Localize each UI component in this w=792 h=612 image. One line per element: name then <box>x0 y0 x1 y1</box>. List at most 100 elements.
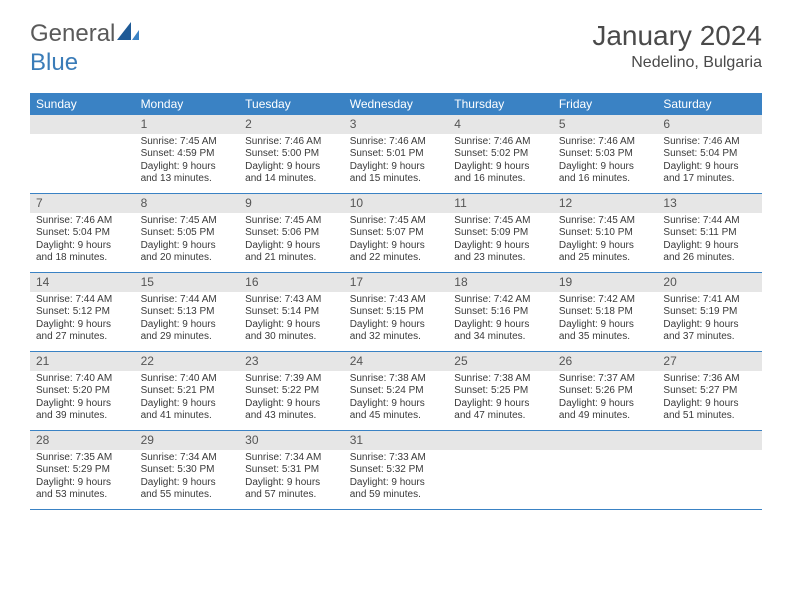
day-number: 17 <box>344 273 449 292</box>
day-body: Sunrise: 7:46 AMSunset: 5:04 PMDaylight:… <box>30 213 135 269</box>
sunrise-line: Sunrise: 7:34 AM <box>245 452 338 465</box>
day-cell: 31Sunrise: 7:33 AMSunset: 5:32 PMDayligh… <box>344 431 449 509</box>
day-body: Sunrise: 7:46 AMSunset: 5:00 PMDaylight:… <box>239 134 344 190</box>
day-number: 20 <box>657 273 762 292</box>
daylight-line2: and 22 minutes. <box>350 252 443 265</box>
daylight-line1: Daylight: 9 hours <box>559 240 652 253</box>
daylight-line2: and 18 minutes. <box>36 252 129 265</box>
day-cell: 7Sunrise: 7:46 AMSunset: 5:04 PMDaylight… <box>30 194 135 272</box>
logo-text: GeneralBlue <box>30 20 139 77</box>
daylight-line1: Daylight: 9 hours <box>245 319 338 332</box>
sunset-line: Sunset: 5:26 PM <box>559 385 652 398</box>
day-number: 9 <box>239 194 344 213</box>
day-number: 31 <box>344 431 449 450</box>
day-number: 25 <box>448 352 553 371</box>
day-number: 18 <box>448 273 553 292</box>
title-block: January 2024 Nedelino, Bulgaria <box>592 20 762 72</box>
sunrise-line: Sunrise: 7:40 AM <box>36 373 129 386</box>
daylight-line2: and 41 minutes. <box>141 410 234 423</box>
week-row: 7Sunrise: 7:46 AMSunset: 5:04 PMDaylight… <box>30 194 762 273</box>
daylight-line2: and 59 minutes. <box>350 489 443 502</box>
day-number: 22 <box>135 352 240 371</box>
day-body: Sunrise: 7:46 AMSunset: 5:03 PMDaylight:… <box>553 134 658 190</box>
daylight-line1: Daylight: 9 hours <box>36 240 129 253</box>
daylight-line1: Daylight: 9 hours <box>350 240 443 253</box>
daylight-line1: Daylight: 9 hours <box>350 319 443 332</box>
sunrise-line: Sunrise: 7:45 AM <box>454 215 547 228</box>
day-cell: 20Sunrise: 7:41 AMSunset: 5:19 PMDayligh… <box>657 273 762 351</box>
sunset-line: Sunset: 5:21 PM <box>141 385 234 398</box>
daylight-line2: and 16 minutes. <box>559 173 652 186</box>
day-number <box>657 431 762 450</box>
day-cell: 12Sunrise: 7:45 AMSunset: 5:10 PMDayligh… <box>553 194 658 272</box>
daylight-line2: and 25 minutes. <box>559 252 652 265</box>
location: Nedelino, Bulgaria <box>592 54 762 72</box>
sunrise-line: Sunrise: 7:36 AM <box>663 373 756 386</box>
sunset-line: Sunset: 5:12 PM <box>36 306 129 319</box>
day-cell: 18Sunrise: 7:42 AMSunset: 5:16 PMDayligh… <box>448 273 553 351</box>
sunrise-line: Sunrise: 7:39 AM <box>245 373 338 386</box>
sunrise-line: Sunrise: 7:44 AM <box>663 215 756 228</box>
sunset-line: Sunset: 5:02 PM <box>454 148 547 161</box>
dow-cell: Wednesday <box>344 93 449 115</box>
day-number: 5 <box>553 115 658 134</box>
logo-word2: Blue <box>30 49 78 76</box>
day-body: Sunrise: 7:41 AMSunset: 5:19 PMDaylight:… <box>657 292 762 348</box>
day-body: Sunrise: 7:38 AMSunset: 5:24 PMDaylight:… <box>344 371 449 427</box>
day-cell: 22Sunrise: 7:40 AMSunset: 5:21 PMDayligh… <box>135 352 240 430</box>
sunrise-line: Sunrise: 7:45 AM <box>559 215 652 228</box>
daylight-line2: and 30 minutes. <box>245 331 338 344</box>
day-cell: 8Sunrise: 7:45 AMSunset: 5:05 PMDaylight… <box>135 194 240 272</box>
daylight-line1: Daylight: 9 hours <box>663 398 756 411</box>
day-body: Sunrise: 7:45 AMSunset: 5:05 PMDaylight:… <box>135 213 240 269</box>
day-cell: 30Sunrise: 7:34 AMSunset: 5:31 PMDayligh… <box>239 431 344 509</box>
sunrise-line: Sunrise: 7:46 AM <box>454 136 547 149</box>
sunrise-line: Sunrise: 7:34 AM <box>141 452 234 465</box>
logo-word1: General <box>30 20 115 47</box>
sunset-line: Sunset: 5:32 PM <box>350 464 443 477</box>
day-number: 2 <box>239 115 344 134</box>
week-row: 21Sunrise: 7:40 AMSunset: 5:20 PMDayligh… <box>30 352 762 431</box>
daylight-line2: and 53 minutes. <box>36 489 129 502</box>
day-body: Sunrise: 7:43 AMSunset: 5:15 PMDaylight:… <box>344 292 449 348</box>
daylight-line2: and 26 minutes. <box>663 252 756 265</box>
day-number: 10 <box>344 194 449 213</box>
daylight-line1: Daylight: 9 hours <box>36 398 129 411</box>
day-cell: 21Sunrise: 7:40 AMSunset: 5:20 PMDayligh… <box>30 352 135 430</box>
day-body: Sunrise: 7:34 AMSunset: 5:31 PMDaylight:… <box>239 450 344 506</box>
daylight-line2: and 21 minutes. <box>245 252 338 265</box>
sunrise-line: Sunrise: 7:46 AM <box>245 136 338 149</box>
sunset-line: Sunset: 5:27 PM <box>663 385 756 398</box>
sunrise-line: Sunrise: 7:33 AM <box>350 452 443 465</box>
daylight-line2: and 32 minutes. <box>350 331 443 344</box>
day-cell: 23Sunrise: 7:39 AMSunset: 5:22 PMDayligh… <box>239 352 344 430</box>
daylight-line1: Daylight: 9 hours <box>141 398 234 411</box>
daylight-line1: Daylight: 9 hours <box>454 240 547 253</box>
calendar: SundayMondayTuesdayWednesdayThursdayFrid… <box>30 93 762 510</box>
day-cell: 2Sunrise: 7:46 AMSunset: 5:00 PMDaylight… <box>239 115 344 193</box>
sunset-line: Sunset: 5:29 PM <box>36 464 129 477</box>
sunrise-line: Sunrise: 7:45 AM <box>141 215 234 228</box>
day-body: Sunrise: 7:46 AMSunset: 5:01 PMDaylight:… <box>344 134 449 190</box>
daylight-line2: and 57 minutes. <box>245 489 338 502</box>
dow-row: SundayMondayTuesdayWednesdayThursdayFrid… <box>30 93 762 115</box>
day-cell: 3Sunrise: 7:46 AMSunset: 5:01 PMDaylight… <box>344 115 449 193</box>
sunrise-line: Sunrise: 7:42 AM <box>454 294 547 307</box>
day-number: 15 <box>135 273 240 292</box>
day-cell: 1Sunrise: 7:45 AMSunset: 4:59 PMDaylight… <box>135 115 240 193</box>
day-body: Sunrise: 7:37 AMSunset: 5:26 PMDaylight:… <box>553 371 658 427</box>
sunrise-line: Sunrise: 7:46 AM <box>350 136 443 149</box>
weeks-container: 1Sunrise: 7:45 AMSunset: 4:59 PMDaylight… <box>30 115 762 510</box>
day-body: Sunrise: 7:46 AMSunset: 5:04 PMDaylight:… <box>657 134 762 190</box>
day-cell: 9Sunrise: 7:45 AMSunset: 5:06 PMDaylight… <box>239 194 344 272</box>
day-number: 29 <box>135 431 240 450</box>
day-body: Sunrise: 7:45 AMSunset: 5:09 PMDaylight:… <box>448 213 553 269</box>
day-body: Sunrise: 7:40 AMSunset: 5:21 PMDaylight:… <box>135 371 240 427</box>
day-body: Sunrise: 7:44 AMSunset: 5:12 PMDaylight:… <box>30 292 135 348</box>
day-cell: 6Sunrise: 7:46 AMSunset: 5:04 PMDaylight… <box>657 115 762 193</box>
daylight-line1: Daylight: 9 hours <box>559 161 652 174</box>
day-number <box>30 115 135 134</box>
daylight-line2: and 34 minutes. <box>454 331 547 344</box>
day-number: 3 <box>344 115 449 134</box>
sunset-line: Sunset: 5:06 PM <box>245 227 338 240</box>
